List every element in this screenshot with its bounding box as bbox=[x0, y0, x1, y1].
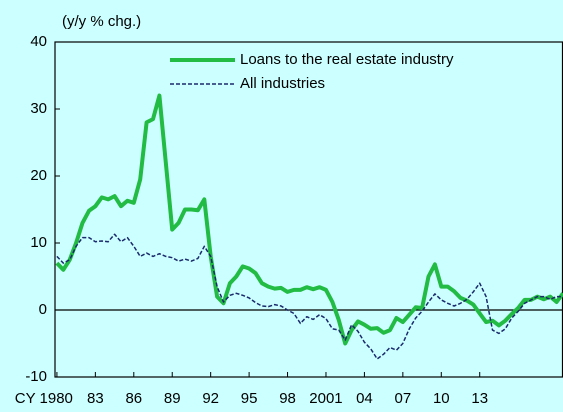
x-tick-label: 95 bbox=[241, 390, 258, 407]
y-tick-label: 30 bbox=[30, 100, 47, 117]
x-tick-label: 92 bbox=[202, 390, 219, 407]
y-unit-label: (y/y % chg.) bbox=[62, 13, 141, 30]
y-tick-label: 40 bbox=[30, 33, 47, 50]
x-tick-label: 86 bbox=[125, 390, 142, 407]
x-tick-label: CY 1980 bbox=[15, 390, 73, 407]
series-line bbox=[55, 93, 563, 346]
x-tick-label: 89 bbox=[164, 390, 181, 407]
legend-label: All industries bbox=[240, 75, 325, 92]
x-tick-label: 13 bbox=[471, 390, 488, 407]
y-tick-label: 10 bbox=[30, 234, 47, 251]
y-tick-label: 20 bbox=[30, 167, 47, 184]
x-tick-label: 04 bbox=[356, 390, 373, 407]
y-tick-label: 0 bbox=[39, 301, 47, 318]
x-tick-label: 2001 bbox=[309, 390, 342, 407]
x-tick-label: 83 bbox=[87, 390, 104, 407]
series-line bbox=[56, 233, 563, 360]
x-tick-label: 98 bbox=[279, 390, 296, 407]
y-tick-label: -10 bbox=[25, 368, 47, 385]
x-tick-label: 07 bbox=[395, 390, 412, 407]
x-tick-label: 10 bbox=[433, 390, 450, 407]
legend-label: Loans to the real estate industry bbox=[240, 51, 454, 68]
